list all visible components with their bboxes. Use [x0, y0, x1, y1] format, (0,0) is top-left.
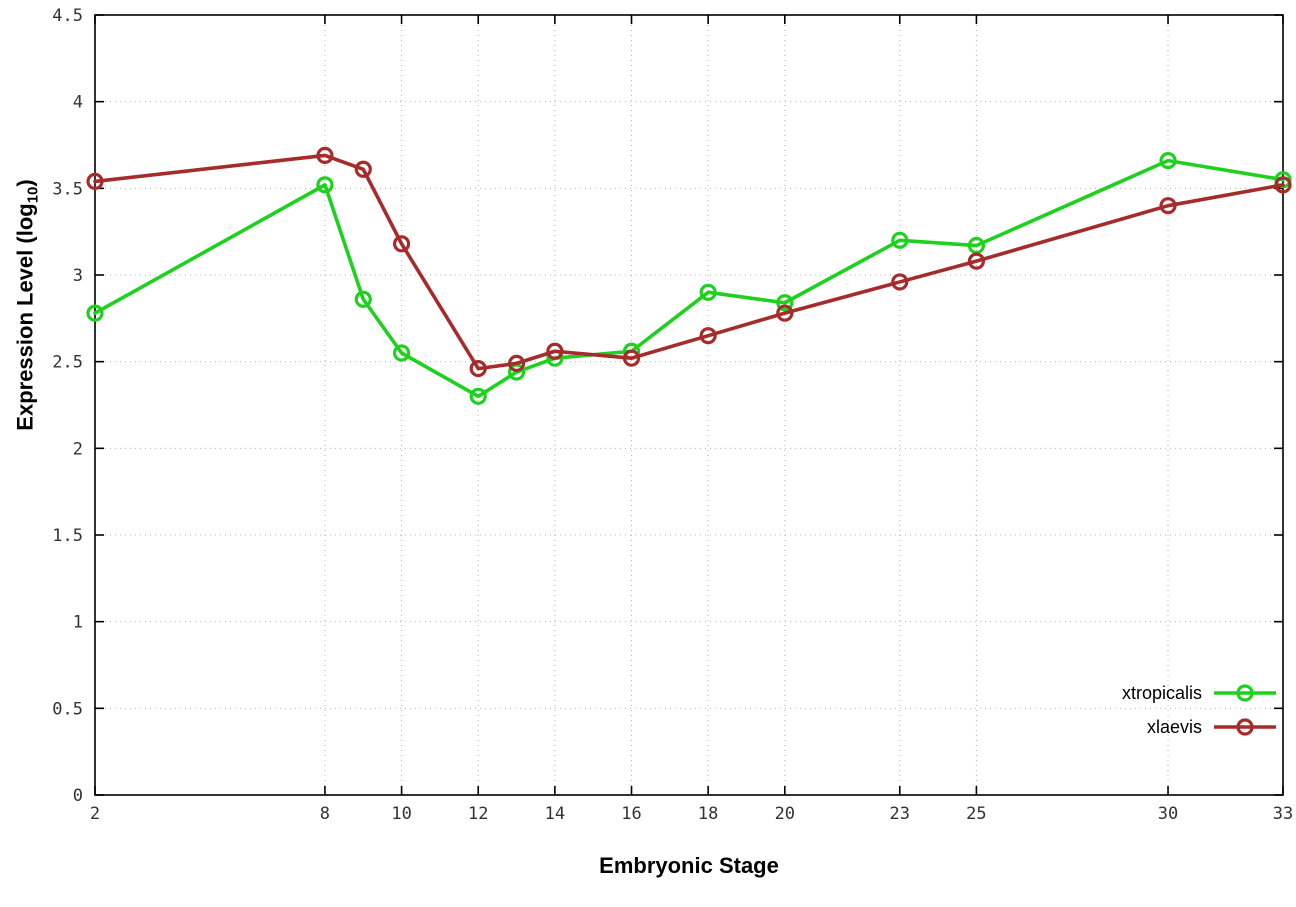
- svg-text:18: 18: [698, 804, 718, 824]
- svg-text:25: 25: [966, 804, 986, 824]
- svg-text:16: 16: [621, 804, 641, 824]
- legend-item-xlaevis: xlaevis: [1147, 714, 1278, 740]
- x-axis-title: Embryonic Stage: [599, 853, 779, 878]
- y-axis-title: Expression Level (log10): [12, 179, 41, 430]
- svg-text:1.5: 1.5: [52, 526, 83, 546]
- svg-text:20: 20: [775, 804, 795, 824]
- svg-text:30: 30: [1158, 804, 1178, 824]
- svg-text:4: 4: [73, 93, 83, 113]
- svg-text:12: 12: [468, 804, 488, 824]
- legend-item-xtropicalis: xtropicalis: [1122, 680, 1278, 706]
- svg-text:2.5: 2.5: [52, 353, 83, 373]
- svg-text:8: 8: [320, 804, 330, 824]
- legend-marker-xtropicalis: [1214, 684, 1276, 702]
- legend: xtropicalis xlaevis: [1122, 680, 1278, 740]
- legend-marker-xlaevis: [1214, 718, 1276, 736]
- svg-text:33: 33: [1273, 804, 1293, 824]
- legend-label-xtropicalis: xtropicalis: [1121, 682, 1202, 703]
- svg-text:4.5: 4.5: [52, 6, 83, 26]
- svg-text:23: 23: [890, 804, 910, 824]
- svg-text:1: 1: [73, 613, 83, 633]
- svg-text:14: 14: [545, 804, 565, 824]
- svg-text:3: 3: [73, 266, 83, 286]
- svg-text:0.5: 0.5: [52, 699, 83, 719]
- svg-text:2: 2: [90, 804, 100, 824]
- y-axis-title-text: Expression Level (log: [12, 203, 38, 431]
- svg-text:2: 2: [73, 439, 83, 459]
- y-axis-title-subscript: 10: [24, 186, 42, 204]
- legend-label-xlaevis: xlaevis: [1146, 716, 1202, 737]
- y-axis-title-close: ): [12, 179, 38, 187]
- svg-text:0: 0: [73, 786, 83, 806]
- svg-text:3.5: 3.5: [52, 179, 83, 199]
- svg-text:10: 10: [391, 804, 411, 824]
